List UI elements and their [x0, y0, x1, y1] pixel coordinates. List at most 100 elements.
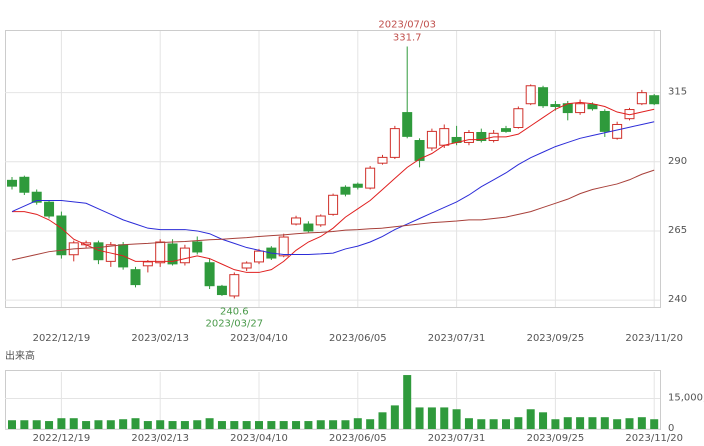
volume-bar: [131, 418, 140, 429]
volume-bar: [193, 420, 202, 429]
x-tick-label: 2023/04/10: [230, 333, 288, 344]
y-tick-label: 290: [668, 156, 687, 167]
candle-body: [513, 108, 524, 129]
candle-body: [587, 104, 598, 110]
candle-body: [44, 201, 55, 217]
candle-body: [278, 236, 289, 257]
candle-body: [426, 130, 437, 149]
x-tick-label: 2023/11/20: [625, 433, 683, 444]
volume-bar: [180, 421, 189, 429]
low-value-label: 240.6: [220, 306, 249, 317]
volume-bar: [156, 420, 165, 429]
candle-body: [142, 261, 153, 267]
volume-bar: [20, 420, 29, 429]
candle-body: [291, 217, 302, 225]
candle-body: [352, 183, 363, 188]
candle-body: [377, 156, 388, 164]
y-tick-label: 15,000,000: [668, 392, 704, 403]
volume-bar: [255, 421, 263, 429]
moving-average-line: [11, 169, 655, 261]
x-tick-label: 2023/04/10: [230, 433, 288, 444]
volume-bar: [230, 421, 239, 429]
candle-body: [649, 95, 660, 105]
candle-body: [56, 215, 67, 256]
volume-bar: [242, 421, 251, 429]
y-tick-label: 315: [668, 87, 687, 98]
volume-bar: [403, 375, 412, 429]
volume-bar: [106, 420, 115, 429]
candle-body: [501, 128, 511, 132]
candle-body: [538, 87, 549, 107]
candle-body: [525, 85, 536, 105]
candle-body: [303, 223, 314, 232]
volume-bar: [316, 420, 325, 429]
volume-bar: [502, 419, 510, 429]
volume-bar: [45, 421, 54, 429]
volume-bar: [625, 418, 634, 429]
volume-bar: [292, 421, 301, 429]
candle-body: [439, 128, 450, 146]
x-tick-label: 2023/06/05: [329, 433, 387, 444]
volume-bar: [217, 421, 226, 429]
volume-bar: [94, 420, 103, 429]
x-tick-label: 2023/02/13: [131, 333, 189, 344]
volume-bar: [168, 421, 177, 429]
volume-bar: [69, 418, 78, 429]
volume-bar: [539, 412, 548, 429]
volume-bar: [8, 420, 16, 429]
volume-bar: [82, 421, 91, 429]
volume-bar: [526, 409, 535, 429]
volume-bar: [378, 412, 387, 429]
high-value-label: 331.7: [393, 32, 422, 43]
volume-bar: [427, 407, 436, 429]
candle-body: [204, 262, 215, 287]
x-tick-label: 2023/11/20: [625, 333, 683, 344]
volume-bar: [477, 419, 486, 429]
candle-body: [254, 250, 264, 263]
volume-bar: [279, 421, 288, 429]
candle-body: [612, 123, 623, 139]
volume-bar: [366, 419, 375, 429]
volume-bar: [613, 419, 622, 429]
candle-body: [575, 103, 586, 114]
x-tick-label: 2022/12/19: [33, 333, 91, 344]
x-tick-label: 2023/02/13: [131, 433, 189, 444]
candle-body: [315, 215, 326, 226]
candle-body: [550, 104, 561, 107]
candle-body: [155, 241, 166, 264]
candle-body: [636, 92, 647, 105]
volume-bar: [143, 421, 152, 429]
volume-bar: [650, 419, 659, 429]
candle-body: [414, 140, 425, 161]
volume-bar: [563, 417, 572, 429]
y-tick-label: 240: [668, 294, 687, 305]
candle-body: [599, 110, 610, 132]
volume-bar: [32, 420, 41, 429]
volume-bar: [514, 417, 523, 429]
x-tick-label: 2023/09/25: [527, 333, 585, 344]
price-panel: [5, 30, 661, 308]
x-tick-label: 2022/12/19: [33, 433, 91, 444]
volume-bar: [551, 419, 560, 429]
candle-body: [476, 131, 487, 142]
volume-bar: [57, 418, 66, 429]
volume-bar: [415, 407, 424, 429]
volume-bar: [440, 407, 449, 429]
moving-average-line: [12, 101, 655, 273]
high-date-label: 2023/07/03: [378, 19, 436, 30]
volume-bar: [390, 405, 399, 429]
moving-average-line: [11, 121, 655, 255]
x-tick-label: 2023/07/31: [428, 433, 486, 444]
x-tick-label: 2023/09/25: [527, 433, 585, 444]
volume-bar: [341, 420, 350, 429]
volume-bar: [489, 419, 498, 429]
x-tick-label: 2023/06/05: [329, 333, 387, 344]
volume-bar: [205, 418, 214, 429]
y-tick-label: 265: [668, 225, 687, 236]
candle-body: [463, 131, 474, 143]
volume-bar: [304, 421, 313, 429]
x-tick-label: 2023/07/31: [428, 333, 486, 344]
volume-bar: [600, 417, 609, 429]
candle-body: [402, 112, 413, 137]
